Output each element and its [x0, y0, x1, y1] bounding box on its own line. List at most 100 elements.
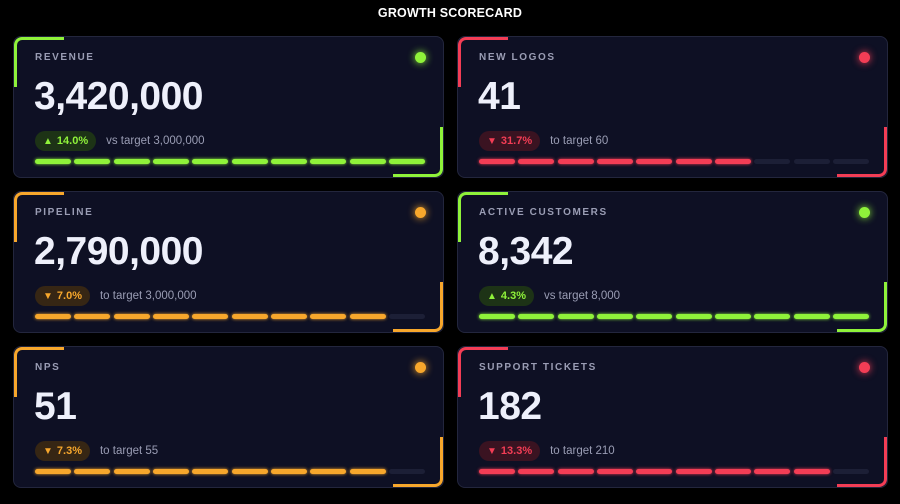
kpi-card-revenue: REVENUE 3,420,000 ▲ 14.0% vs target 3,00… — [13, 36, 444, 178]
progress-segment — [518, 159, 555, 164]
progress-segment — [596, 314, 634, 319]
accent-corner-bottom-right — [393, 437, 443, 487]
arrow-up-icon: ▲ — [43, 135, 53, 147]
delta-row: ▼ 7.3% to target 55 — [35, 441, 158, 461]
progress-bar — [479, 469, 869, 474]
kpi-grid: REVENUE 3,420,000 ▲ 14.0% vs target 3,00… — [13, 36, 888, 488]
status-dot-icon — [415, 52, 426, 63]
progress-segment — [231, 469, 268, 474]
progress-segment — [152, 159, 190, 164]
progress-segment — [793, 469, 830, 474]
delta-row: ▲ 4.3% vs target 8,000 — [479, 286, 620, 306]
progress-bar — [35, 469, 425, 474]
kpi-value: 51 — [34, 385, 77, 428]
accent-corner-bottom-right — [837, 437, 887, 487]
progress-segment — [636, 159, 673, 164]
accent-corner-bottom-right — [837, 127, 887, 177]
progress-segment — [74, 159, 111, 164]
accent-corner-top-left — [458, 347, 508, 397]
delta-badge: ▼ 31.7% — [479, 131, 541, 151]
progress-segment — [754, 469, 791, 474]
progress-segment — [479, 159, 516, 164]
target-text: to target 60 — [550, 135, 609, 147]
progress-segment — [714, 159, 751, 164]
accent-corner-top-left — [14, 347, 64, 397]
progress-segment — [310, 314, 347, 319]
progress-segment — [754, 314, 791, 319]
progress-segment — [754, 159, 791, 164]
progress-segment — [310, 469, 347, 474]
progress-segment — [349, 159, 386, 164]
delta-value: 7.0% — [56, 290, 82, 302]
progress-segment — [349, 314, 386, 319]
delta-row: ▲ 14.0% vs target 3,000,000 — [35, 131, 205, 151]
delta-badge: ▲ 4.3% — [479, 286, 534, 306]
kpi-value: 3,420,000 — [34, 75, 204, 118]
progress-segment — [636, 314, 673, 319]
accent-corner-bottom-right — [393, 127, 443, 177]
accent-corner-top-left — [458, 192, 508, 242]
delta-value: 14.0% — [56, 135, 89, 147]
delta-value: 4.3% — [500, 290, 526, 302]
arrow-up-icon: ▲ — [487, 290, 497, 302]
kpi-card-active-customers: ACTIVE CUSTOMERS 8,342 ▲ 4.3% vs target … — [457, 191, 888, 333]
arrow-down-icon: ▼ — [43, 290, 53, 302]
delta-row: ▼ 13.3% to target 210 — [479, 441, 615, 461]
progress-bar — [479, 159, 869, 164]
progress-segment — [192, 469, 229, 474]
progress-segment — [596, 159, 634, 164]
progress-segment — [74, 314, 111, 319]
delta-badge: ▼ 13.3% — [479, 441, 541, 461]
delta-row: ▼ 7.0% to target 3,000,000 — [35, 286, 197, 306]
target-text: vs target 8,000 — [543, 290, 621, 302]
kpi-value: 2,790,000 — [34, 230, 204, 273]
progress-segment — [518, 314, 555, 319]
progress-segment — [479, 314, 516, 319]
accent-corner-top-left — [14, 37, 64, 87]
progress-segment — [270, 314, 307, 319]
delta-value: 7.3% — [56, 445, 82, 457]
kpi-card-nps: NPS 51 ▼ 7.3% to target 55 — [13, 346, 444, 488]
progress-segment — [832, 314, 869, 319]
arrow-down-icon: ▼ — [487, 445, 497, 457]
progress-segment — [231, 159, 268, 164]
delta-row: ▼ 31.7% to target 60 — [479, 131, 608, 151]
accent-corner-top-left — [458, 37, 508, 87]
kpi-value: 41 — [478, 75, 521, 118]
progress-segment — [35, 314, 72, 319]
progress-segment — [35, 469, 72, 474]
status-dot-icon — [859, 362, 870, 373]
delta-badge: ▲ 14.0% — [35, 131, 97, 151]
progress-bar — [479, 314, 869, 319]
progress-segment — [113, 469, 150, 474]
delta-badge: ▼ 7.3% — [35, 441, 90, 461]
status-dot-icon — [415, 207, 426, 218]
kpi-label: ACTIVE CUSTOMERS — [479, 207, 608, 218]
delta-badge: ▼ 7.0% — [35, 286, 90, 306]
progress-segment — [152, 314, 190, 319]
progress-segment — [793, 159, 830, 164]
kpi-value: 182 — [478, 385, 542, 428]
progress-segment — [518, 469, 555, 474]
progress-segment — [270, 159, 307, 164]
target-text: vs target 3,000,000 — [106, 135, 205, 147]
progress-segment — [270, 469, 307, 474]
progress-segment — [675, 469, 712, 474]
progress-segment — [231, 314, 268, 319]
progress-bar — [35, 314, 425, 319]
progress-segment — [596, 469, 634, 474]
progress-segment — [113, 314, 150, 319]
progress-segment — [388, 469, 425, 474]
progress-segment — [310, 159, 347, 164]
progress-segment — [832, 469, 869, 474]
progress-segment — [388, 159, 425, 164]
progress-segment — [479, 469, 516, 474]
progress-segment — [675, 314, 712, 319]
kpi-card-pipeline: PIPELINE 2,790,000 ▼ 7.0% to target 3,00… — [13, 191, 444, 333]
progress-segment — [192, 159, 229, 164]
page-title: GROWTH SCORECARD — [377, 6, 523, 20]
progress-segment — [152, 469, 190, 474]
progress-segment — [675, 159, 712, 164]
kpi-card-new-logos: NEW LOGOS 41 ▼ 31.7% to target 60 — [457, 36, 888, 178]
